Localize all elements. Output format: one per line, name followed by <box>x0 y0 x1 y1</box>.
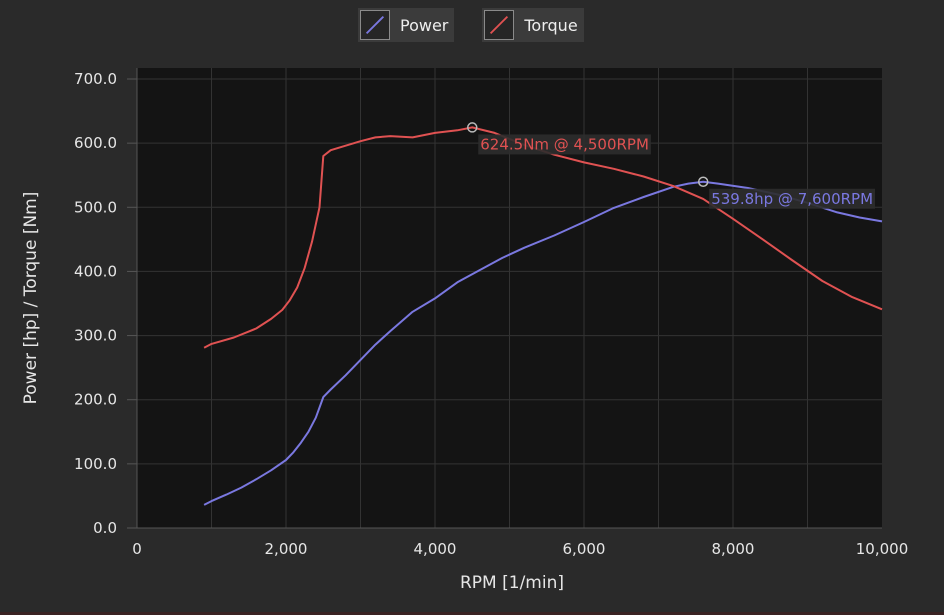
x-tick-label: 6,000 <box>563 540 606 558</box>
axes: 0 2,000 4,000 6,000 8,000 10,000 0.0 100.0 200.0… <box>74 68 908 558</box>
x-tick-label: 2,000 <box>265 540 308 558</box>
power-line-icon <box>360 10 390 40</box>
legend-label-torque: Torque <box>524 15 578 35</box>
y-tick-label: 300.0 <box>74 327 117 345</box>
annotations: 624.5Nm @ 4,500RPM 539.8hp @ 7,600RPM <box>467 122 876 209</box>
series-line-power <box>203 180 883 506</box>
y-tick-label: 700.0 <box>74 70 117 88</box>
y-tick-label: 400.0 <box>74 262 117 280</box>
x-tick-label: 0 <box>132 540 142 558</box>
peak-marker <box>697 176 709 188</box>
x-tick-label: 10,000 <box>856 540 909 558</box>
peak-label: 624.5Nm @ 4,500RPM <box>480 135 649 153</box>
bottom-border <box>0 612 944 615</box>
y-tick-label: 200.0 <box>74 391 117 409</box>
x-tick-label: 8,000 <box>712 540 755 558</box>
legend: Power Torque <box>358 8 584 42</box>
torque-line-icon <box>484 10 515 40</box>
legend-label-power: Power <box>400 15 449 35</box>
peak-label-background <box>709 188 876 209</box>
peak-label-background <box>478 134 651 155</box>
y-axis-label: Power [hp] / Torque [Nm] <box>21 192 41 405</box>
x-tick-label: 4,000 <box>414 540 457 558</box>
peak-marker <box>467 122 478 133</box>
y-tick-label: 600.0 <box>74 134 117 152</box>
y-tick-label: 0.0 <box>93 519 117 537</box>
x-axis-label: RPM [1/min] <box>460 573 564 593</box>
y-tick-label: 100.0 <box>74 455 117 473</box>
grid <box>137 68 882 528</box>
legend-item-torque[interactable]: Torque <box>482 8 584 42</box>
y-tick-label: 500.0 <box>74 198 117 216</box>
peak-label: 539.8hp @ 7,600RPM <box>711 190 873 208</box>
legend-item-power[interactable]: Power <box>358 8 455 42</box>
